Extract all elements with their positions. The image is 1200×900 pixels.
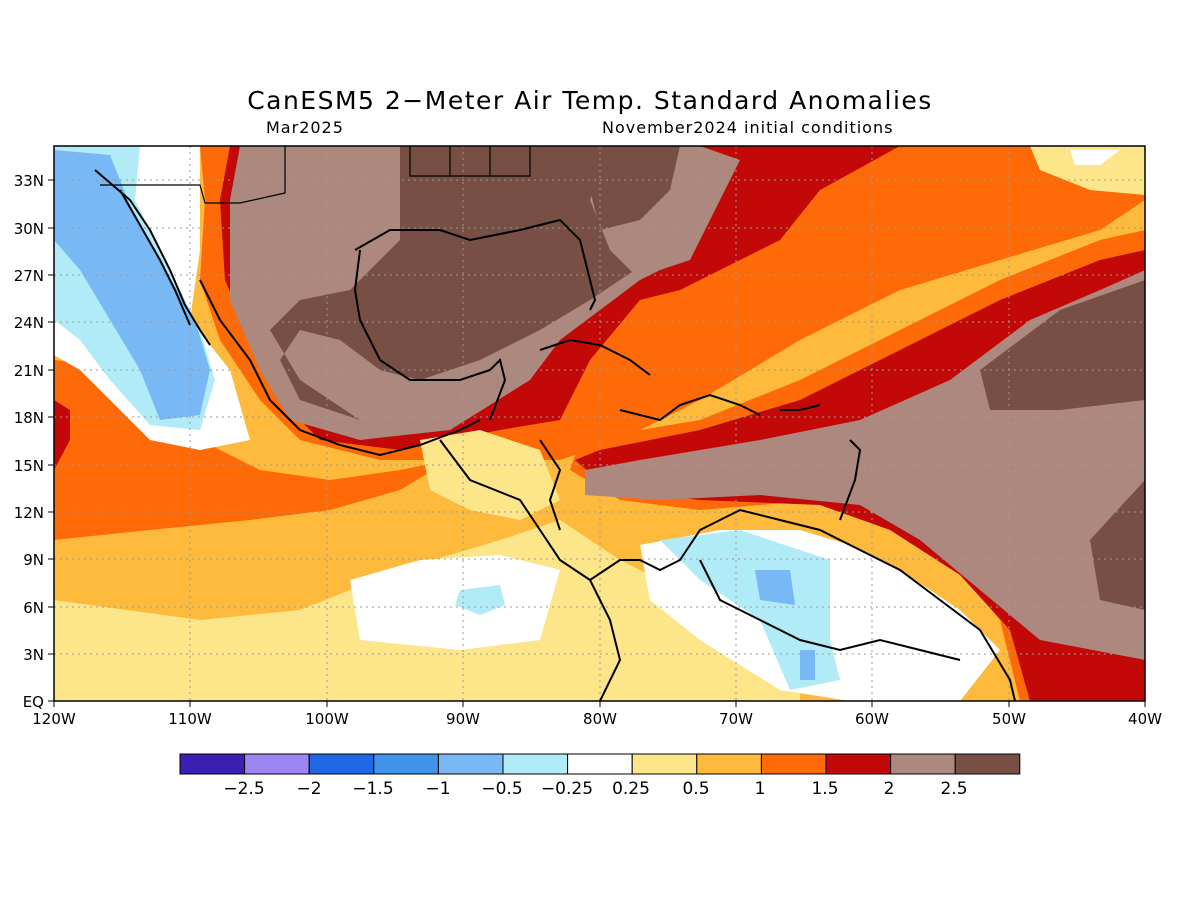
colorbar-swatch <box>179 753 246 775</box>
colorbar-swatch <box>567 753 633 775</box>
lon-label: 120W <box>32 710 76 728</box>
lat-label: 24N <box>14 314 44 332</box>
lon-label: 110W <box>168 710 212 728</box>
lat-label: 9N <box>23 551 44 569</box>
colorbar-label: −0.5 <box>481 779 522 799</box>
lon-label: 60W <box>855 710 889 728</box>
colorbar-label: −2.5 <box>223 779 264 799</box>
lat-label: 18N <box>14 409 44 427</box>
colorbar-swatch <box>437 753 504 775</box>
lat-label: EQ <box>23 693 44 711</box>
colorbar-label: −0.25 <box>541 779 593 799</box>
grid-lines <box>54 146 1145 701</box>
colorbar-swatch <box>696 753 762 775</box>
latitude-labels: EQ 3N 6N 9N 12N 15N 18N 21N 24N 27N 30N … <box>14 172 44 711</box>
map-title: CanESM5 2−Meter Air Temp. Standard Anoma… <box>247 86 933 115</box>
lat-label: 3N <box>23 646 44 664</box>
lon-label: 100W <box>305 710 349 728</box>
colorbar-swatch <box>954 753 1021 775</box>
colorbar-swatch <box>631 753 698 775</box>
colorbar-swatch <box>760 753 827 775</box>
colorbar-label: 0.25 <box>612 779 650 799</box>
forecast-month: Mar2025 <box>266 118 344 137</box>
colorbar <box>179 753 1021 775</box>
lon-label: 50W <box>992 710 1026 728</box>
lon-label: 90W <box>446 710 480 728</box>
axis-ticks <box>48 179 1146 707</box>
lat-label: 30N <box>14 220 44 238</box>
colorbar-swatch <box>890 753 956 775</box>
colorbar-label: −1 <box>425 779 450 799</box>
political-borders <box>100 146 531 204</box>
colorbar-label: 2 <box>884 779 895 799</box>
coastlines <box>94 169 1016 701</box>
lat-label: 12N <box>14 504 44 522</box>
lat-label: 27N <box>14 267 44 285</box>
colorbar-label: −1.5 <box>352 779 393 799</box>
lon-label: 70W <box>719 710 753 728</box>
lon-label: 80W <box>583 710 617 728</box>
lat-label: 6N <box>23 599 44 617</box>
lat-label: 15N <box>14 457 44 475</box>
colorbar-label: 0.5 <box>682 779 709 799</box>
colorbar-label: 1.5 <box>811 779 838 799</box>
colorbar-swatch <box>825 753 892 775</box>
lat-label: 21N <box>14 362 44 380</box>
colorbar-label: 2.5 <box>940 779 967 799</box>
lat-label: 33N <box>14 172 44 190</box>
initial-conditions: November2024 initial conditions <box>602 118 894 137</box>
colorbar-swatch <box>502 753 569 775</box>
colorbar-swatch <box>373 753 439 775</box>
colorbar-label: −2 <box>296 779 321 799</box>
colorbar-labels: −2.5 −2 −1.5 −1 −0.5 −0.25 0.25 0.5 1 1.… <box>223 779 967 799</box>
longitude-labels: 120W 110W 100W 90W 80W 70W 60W 50W 40W <box>32 710 1162 728</box>
colorbar-swatch <box>244 753 310 775</box>
colorbar-swatch <box>308 753 375 775</box>
lon-label: 40W <box>1128 710 1162 728</box>
anomaly-field <box>54 146 1145 701</box>
colorbar-label: 1 <box>755 779 766 799</box>
